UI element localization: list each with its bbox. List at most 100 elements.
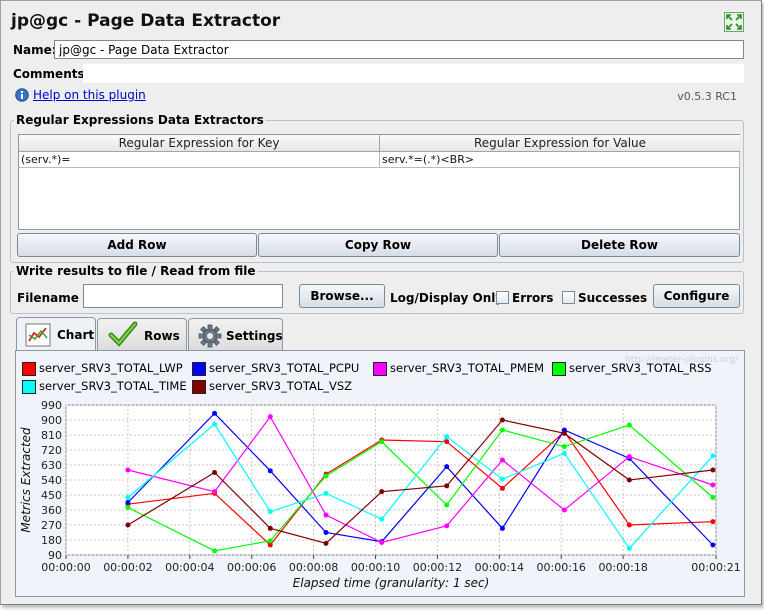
series-line (127, 412, 714, 546)
x-tick-label: 00:00:16 (537, 561, 586, 574)
series-line (127, 424, 714, 552)
tab-rows-label: Rows (144, 329, 180, 343)
series-line (127, 419, 713, 544)
x-tick-label: 00:00:18 (598, 561, 647, 574)
regex-table[interactable]: Regular Expression for Key Regular Expre… (18, 134, 740, 230)
name-input[interactable] (54, 40, 744, 59)
data-point (626, 454, 632, 460)
data-point (710, 495, 716, 500)
y-tick-label: 720 (41, 444, 62, 457)
watermark-text: http://jmeter-plugins.org/ (625, 355, 738, 365)
data-point (267, 468, 273, 474)
x-tick-label: 00:00:04 (165, 561, 214, 574)
x-tick-label: 00:00:12 (413, 561, 462, 574)
data-point (267, 509, 273, 515)
legend-label: server_SRV3_TOTAL_VSZ (209, 379, 353, 393)
data-point (499, 417, 505, 423)
column-header-value[interactable]: Regular Expression for Value (380, 135, 740, 152)
data-point (125, 505, 131, 510)
data-point (125, 522, 131, 528)
data-point (626, 477, 632, 483)
successes-checkbox[interactable] (562, 291, 575, 304)
table-cell-key[interactable]: (serv.*)= (19, 152, 380, 168)
data-point (710, 542, 716, 548)
series-line (127, 415, 714, 544)
y-tick-label: 450 (41, 489, 62, 502)
x-tick-label: 00:00:08 (289, 561, 338, 574)
add-row-button[interactable]: Add Row (17, 233, 257, 257)
data-point (444, 502, 450, 508)
copy-row-button[interactable]: Copy Row (258, 233, 498, 257)
x-tick-label: 00:00:14 (475, 561, 524, 574)
filename-input[interactable] (83, 284, 283, 308)
data-point (499, 457, 505, 463)
tab-settings[interactable]: Settings (188, 318, 283, 350)
data-point (212, 410, 218, 416)
chart-panel: server_SRV3_TOTAL_LWP server_SRV3_TOTAL_P… (15, 350, 745, 597)
legend-label: server_SRV3_TOTAL_RSS (569, 361, 712, 375)
filename-label: Filename (17, 291, 79, 305)
errors-label: Errors (512, 291, 554, 305)
x-tick-label: 00:00:06 (227, 561, 276, 574)
chart-icon (25, 323, 51, 347)
series-line (127, 430, 713, 546)
data-point (710, 453, 716, 459)
legend-label: server_SRV3_TOTAL_PMEM (390, 361, 545, 375)
tab-rows[interactable]: Rows (97, 318, 187, 350)
y-tick-label: 270 (41, 519, 62, 532)
data-point (379, 439, 385, 445)
y-tick-label: 630 (41, 459, 62, 472)
table-cell-value[interactable]: serv.*=(.*)<BR> (380, 152, 740, 168)
comments-field[interactable] (83, 64, 744, 83)
data-point (125, 467, 131, 473)
data-point (710, 482, 716, 488)
legend-swatch (552, 362, 566, 376)
data-point (710, 519, 716, 525)
data-point (444, 483, 450, 489)
name-label: Name: (13, 43, 57, 57)
legend-swatch (373, 362, 387, 376)
y-tick-label: 900 (41, 414, 62, 427)
data-point (323, 490, 329, 496)
file-group-title: Write results to file / Read from file (16, 264, 256, 278)
tab-settings-label: Settings (226, 329, 283, 343)
tab-chart[interactable]: Chart (16, 317, 96, 351)
data-point (379, 516, 385, 522)
regex-group: Regular Expressions Data Extractors (10, 113, 744, 263)
configure-button[interactable]: Configure (653, 284, 740, 308)
data-point (323, 530, 329, 535)
regex-group-title: Regular Expressions Data Extractors (16, 113, 264, 127)
version-label: v0.5.3 RC1 (677, 90, 737, 103)
data-point (444, 439, 450, 445)
y-tick-label: 540 (41, 474, 62, 487)
y-axis-label: Metrics Extracted (19, 427, 33, 533)
browse-button[interactable]: Browse... (299, 284, 385, 308)
data-point (212, 489, 218, 495)
data-point (323, 512, 329, 518)
column-header-key[interactable]: Regular Expression for Key (19, 135, 380, 152)
checkmark-icon (108, 321, 138, 347)
legend-label: server_SRV3_TOTAL_PCPU (209, 361, 360, 375)
data-point (267, 538, 273, 544)
data-point (267, 414, 273, 420)
data-point (626, 422, 632, 428)
errors-checkbox[interactable] (496, 291, 509, 304)
gear-icon (198, 324, 222, 348)
data-point (212, 470, 218, 475)
help-icon (15, 88, 29, 102)
help-link[interactable]: Help on this plugin (33, 88, 146, 102)
legend-swatch (22, 380, 36, 394)
y-tick-label: 180 (41, 534, 62, 547)
file-group: Write results to file / Read from file (10, 264, 744, 314)
expand-icon[interactable] (724, 12, 744, 32)
legend-swatch (192, 362, 206, 376)
x-tick-label: 00:00:00 (41, 561, 90, 574)
y-tick-label: 810 (41, 429, 62, 442)
data-point (212, 421, 218, 427)
data-point (125, 495, 131, 500)
data-point (267, 542, 273, 548)
page-title: jp@gc - Page Data Extractor (11, 11, 281, 31)
data-point (561, 450, 567, 456)
delete-row-button[interactable]: Delete Row (499, 233, 740, 257)
legend-swatch (22, 362, 36, 376)
